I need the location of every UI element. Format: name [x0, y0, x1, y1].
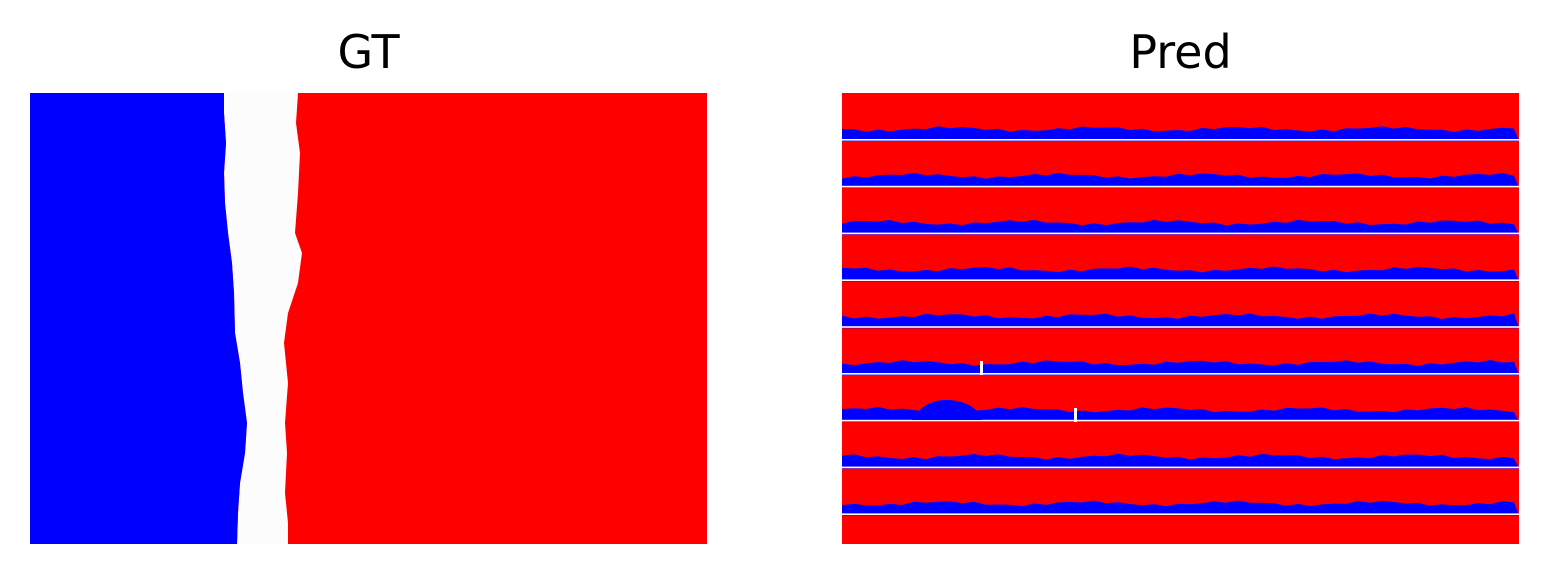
pred-stripe-separator [842, 513, 1519, 515]
gt-segmentation-image [30, 93, 707, 544]
pred-blue-stripe [842, 219, 1519, 235]
pred-stripe-separator [842, 279, 1519, 281]
pred-blue-stripe [842, 406, 1519, 422]
pred-blue-stripe [842, 453, 1519, 469]
pred-blue-stripe [842, 360, 1519, 375]
pred-blue-stripe [842, 126, 1519, 141]
pred-blue-blob [912, 399, 982, 420]
gt-white-band [224, 93, 302, 544]
pred-segmentation-image [842, 93, 1519, 544]
pred-blue-stripe [842, 266, 1519, 282]
pred-stripe-separator [842, 326, 1519, 328]
pred-stripe-separator [842, 232, 1519, 235]
pred-stripe-separator [842, 466, 1519, 469]
pred-blue-stripe [842, 172, 1519, 188]
pred-stripe-separator [842, 373, 1519, 375]
pred-white-notch [980, 361, 983, 375]
pred-stripe-separator [842, 185, 1519, 188]
pred-panel-title: Pred [1129, 25, 1232, 79]
gt-blue-region [30, 93, 247, 544]
pred-stripe-separator [842, 419, 1519, 422]
pred-blue-stripe [842, 313, 1519, 329]
pred-white-notch [1074, 408, 1077, 422]
pred-blue-stripe [842, 500, 1519, 516]
pred-stripe-separator [842, 139, 1519, 141]
pred-stripes-group [842, 126, 1519, 516]
gt-panel-title: GT [337, 25, 400, 79]
